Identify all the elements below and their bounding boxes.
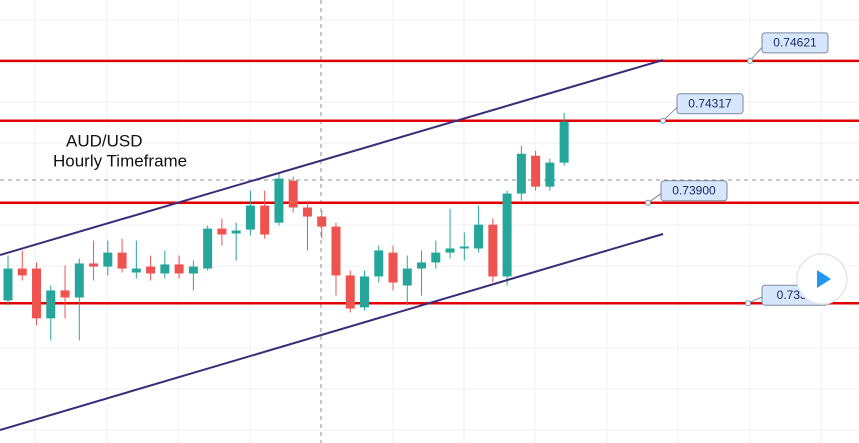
level-label: 0.74621: [773, 36, 817, 50]
candle-body: [274, 178, 284, 223]
candle-body: [160, 264, 170, 274]
candle-body: [474, 224, 484, 249]
candle-body: [502, 193, 512, 277]
channel-lower: [0, 233, 664, 431]
candle-body: [459, 246, 469, 249]
candle-body: [331, 226, 341, 276]
candle-body: [74, 263, 84, 298]
channel-upper: [0, 59, 664, 256]
candle-body: [188, 266, 198, 274]
candle-body: [17, 268, 27, 276]
candle-body: [131, 268, 141, 273]
label-pin: [660, 117, 666, 124]
candle-body: [531, 155, 541, 187]
candle-body: [445, 248, 455, 253]
candle-body: [103, 252, 113, 267]
label-box: [761, 32, 829, 54]
label-pin: [745, 300, 751, 307]
candle-body: [174, 264, 184, 274]
label-box: [660, 180, 728, 202]
candle-body: [345, 275, 355, 309]
candle-body: [288, 180, 298, 208]
candle-body: [388, 252, 398, 283]
candles: [3, 112, 569, 341]
candle-body: [3, 268, 13, 301]
candle-body: [260, 205, 270, 235]
candle-body: [302, 207, 312, 217]
candle-body: [431, 252, 441, 263]
candle-body: [559, 121, 569, 163]
candle-body: [217, 228, 227, 235]
label-box: [676, 93, 744, 115]
candle-body: [516, 153, 526, 194]
candle-body: [360, 276, 369, 308]
candle-body: [60, 290, 70, 298]
label-pin: [747, 57, 753, 64]
candle-body: [32, 268, 42, 319]
candle-body: [146, 266, 156, 274]
candle-body: [117, 252, 127, 269]
label-pin: [645, 199, 651, 206]
candle-body: [402, 268, 412, 286]
chart-title: AUD/USD: [66, 131, 143, 150]
candle-body: [545, 162, 555, 187]
play-button[interactable]: [796, 253, 848, 305]
candle-body: [417, 262, 427, 269]
play-icon: [817, 270, 831, 288]
candle-body: [231, 230, 241, 234]
candle-body: [374, 250, 384, 277]
candle-body: [488, 224, 498, 277]
level-label: 0.73900: [672, 183, 716, 197]
candle-body: [203, 228, 213, 269]
candle-body: [245, 205, 255, 230]
chart-subtitle: Hourly Timeframe: [53, 151, 187, 170]
candle-body: [46, 290, 56, 319]
candle-body: [89, 263, 99, 267]
level-label: 0.74317: [688, 96, 732, 110]
candle-body: [317, 216, 327, 227]
